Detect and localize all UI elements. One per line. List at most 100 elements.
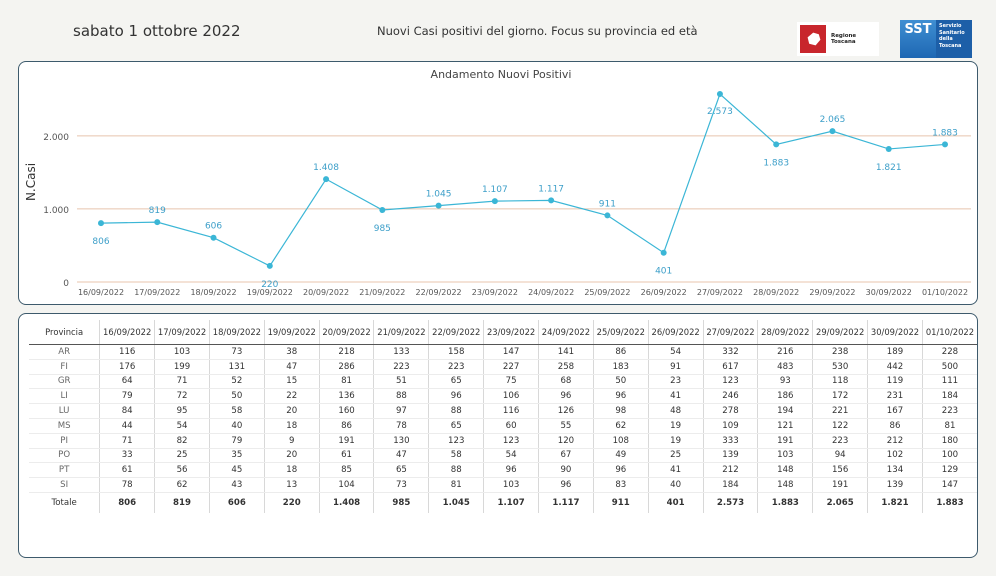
province-cell: MS: [29, 418, 101, 434]
data-label: 1.408: [313, 163, 339, 173]
column-header-date: 21/09/2022: [373, 320, 430, 345]
value-cell: 139: [867, 477, 923, 493]
x-tick-label: 18/09/2022: [190, 288, 236, 297]
value-cell: 81: [319, 374, 375, 390]
value-cell: 184: [922, 388, 977, 405]
value-cell: 806: [99, 491, 156, 513]
value-cell: 227: [483, 359, 540, 375]
regione-toscana-logo-text: Regione Toscana: [830, 33, 857, 45]
column-header-date: 26/09/2022: [648, 320, 704, 345]
sst-logo-text: Servizio Sanitario della Toscana: [936, 20, 972, 58]
value-cell: 52: [209, 374, 265, 390]
chart-title: Andamento Nuovi Positivi: [431, 68, 572, 81]
data-label: 2.573: [707, 107, 733, 117]
value-cell: 44: [99, 418, 156, 434]
data-label: 1.883: [932, 128, 958, 138]
data-point: [829, 128, 836, 135]
table-row: FI 176 199 131 47 286 223 223 227 258 183 91 617 483 5…: [29, 359, 977, 375]
value-cell: 72: [154, 388, 210, 405]
y-tick-label: 0: [63, 279, 69, 289]
value-cell: 129: [922, 462, 977, 479]
value-cell: 401: [648, 491, 704, 513]
value-cell: 71: [154, 374, 210, 390]
value-cell: 123: [703, 374, 759, 390]
value-cell: 65: [428, 374, 485, 390]
province-cell: LI: [29, 388, 101, 405]
value-cell: 116: [99, 344, 156, 360]
value-cell: 65: [428, 418, 485, 434]
x-tick-label: 28/09/2022: [753, 288, 799, 297]
value-cell: 23: [648, 374, 704, 390]
x-tick-label: 17/09/2022: [134, 288, 180, 297]
value-cell: 78: [373, 418, 430, 434]
value-cell: 48: [648, 403, 704, 419]
province-cell: FI: [29, 359, 101, 375]
province-cell: GR: [29, 374, 101, 390]
value-cell: 120: [538, 433, 594, 449]
data-label: 1.117: [538, 184, 564, 194]
data-points: [98, 91, 948, 269]
value-cell: 148: [757, 462, 814, 479]
table-row: GR 64 71 52 15 81 51 65 75 68 50 23 123 93 118 119 111: [29, 374, 977, 390]
column-header-date: 28/09/2022: [757, 320, 814, 345]
x-ticks: 16/09/2022 17/09/2022 18/09/2022 19/09/2022…: [78, 288, 968, 297]
value-cell: 172: [812, 388, 869, 405]
value-cell: 191: [319, 433, 375, 449]
line-chart: Andamento Nuovi Positivi N.Casi 0 1.000 2.…: [24, 68, 971, 297]
value-cell: 98: [593, 403, 649, 419]
value-cell: 156: [812, 462, 869, 479]
column-header-date: 20/09/2022: [319, 320, 375, 345]
column-header-date: 22/09/2022: [428, 320, 485, 345]
value-cell: 73: [209, 344, 265, 360]
x-tick-label: 25/09/2022: [584, 288, 630, 297]
value-cell: 1.883: [757, 491, 814, 513]
value-cell: 1.408: [319, 491, 375, 513]
value-cell: 147: [483, 344, 540, 360]
table-row: PO 33 25 35 20 61 47 58 54 67 49 25 139 103 94 102 100: [29, 448, 977, 464]
value-cell: 15: [264, 374, 320, 390]
value-cell: 228: [922, 344, 977, 360]
value-cell: 86: [593, 344, 649, 360]
value-cell: 97: [373, 403, 430, 419]
value-cell: 106: [483, 388, 540, 405]
data-label: 606: [205, 222, 222, 232]
value-cell: 9: [264, 433, 320, 449]
value-cell: 47: [373, 448, 430, 464]
sst-logo: SST Servizio Sanitario della Toscana: [900, 20, 972, 58]
value-cell: 119: [867, 374, 923, 390]
value-cell: 88: [428, 462, 485, 479]
x-tick-label: 26/09/2022: [641, 288, 687, 297]
value-cell: 191: [812, 477, 869, 493]
table-header-row: Provincia 16/09/2022 17/09/2022 18/09/2022 1…: [29, 320, 977, 345]
value-cell: 167: [867, 403, 923, 419]
column-header-date: 25/09/2022: [593, 320, 649, 345]
data-label: 2.065: [820, 115, 846, 125]
value-cell: 238: [812, 344, 869, 360]
table-row: AR 116 103 73 38 218 133 158 147 141 86 54 332 216 238…: [29, 344, 977, 360]
value-cell: 111: [922, 374, 977, 390]
value-cell: 123: [483, 433, 540, 449]
table-row: MS 44 54 40 18 86 78 65 60 55 62 19 109 121 122 86 81: [29, 418, 977, 434]
value-cell: 45: [209, 462, 265, 479]
province-cell: LU: [29, 403, 101, 419]
province-cell: SI: [29, 477, 101, 493]
value-cell: 19: [648, 418, 704, 434]
data-point: [379, 207, 386, 214]
value-cell: 54: [483, 448, 540, 464]
value-cell: 88: [428, 403, 485, 419]
x-tick-label: 23/09/2022: [472, 288, 518, 297]
data-point: [435, 202, 442, 209]
value-cell: 85: [319, 462, 375, 479]
data-label: 401: [655, 267, 672, 277]
data-point: [98, 220, 104, 227]
pegasus-icon: [800, 25, 826, 53]
value-cell: 134: [867, 462, 923, 479]
value-cell: 86: [867, 418, 923, 434]
value-cell: 530: [812, 359, 869, 375]
value-cell: 133: [373, 344, 430, 360]
column-header-date: 24/09/2022: [538, 320, 594, 345]
value-cell: 483: [757, 359, 814, 375]
value-cell: 116: [483, 403, 540, 419]
value-cell: 126: [538, 403, 594, 419]
value-cell: 212: [867, 433, 923, 449]
